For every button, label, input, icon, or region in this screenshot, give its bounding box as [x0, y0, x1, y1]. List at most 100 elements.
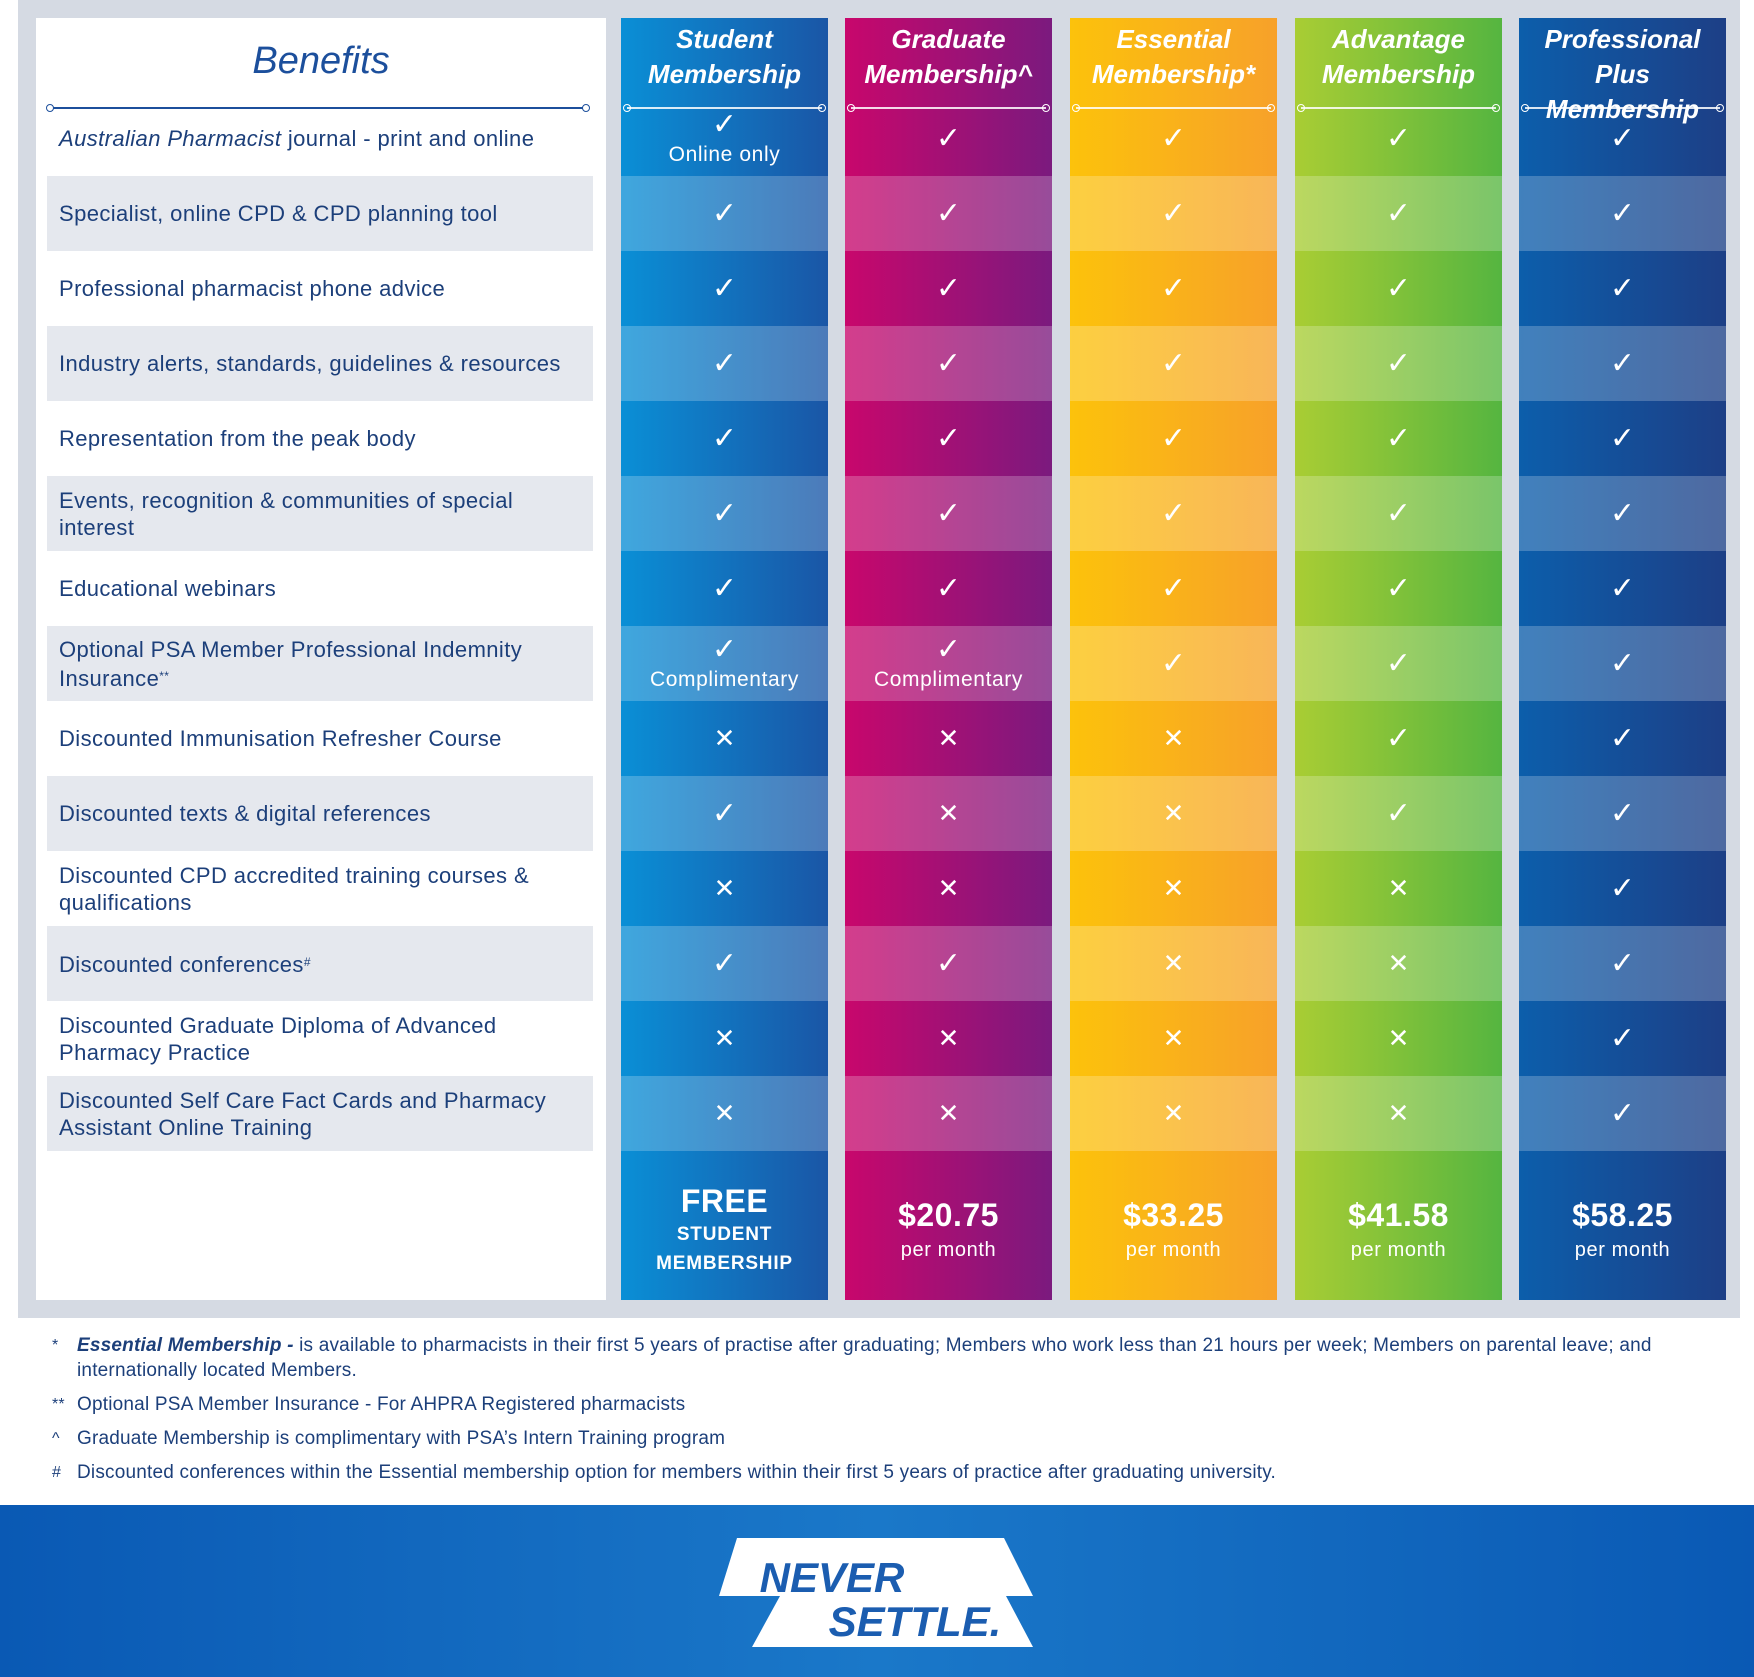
benefit-cell: ✓	[1519, 776, 1726, 851]
check-icon: ✓	[935, 570, 962, 606]
price-value: FREE	[680, 1183, 769, 1219]
check-icon: ✓	[935, 270, 962, 306]
price-value: $58.25	[1572, 1197, 1673, 1233]
benefit-cell: ✓	[1519, 251, 1726, 326]
benefit-cell: ✓	[1295, 701, 1502, 776]
cross-icon: ✕	[937, 1098, 960, 1129]
benefit-cell: ✓	[845, 176, 1052, 251]
footnote: * Essential Membership - is available to …	[52, 1333, 1672, 1383]
plan-price: $33.25 per month	[1070, 1160, 1277, 1300]
benefit-cell: ✓	[1295, 101, 1502, 176]
check-icon: ✓	[711, 345, 738, 381]
plan-price: $58.25 per month	[1519, 1160, 1726, 1300]
cross-icon: ✕	[1162, 723, 1185, 754]
benefit-cell: ✓	[1070, 401, 1277, 476]
check-icon: ✓	[711, 631, 738, 667]
benefit-cell: ✓	[1519, 551, 1726, 626]
benefit-label: Discounted CPD accredited training cours…	[59, 862, 530, 915]
benefit-row: Optional PSA Member Professional Indemni…	[47, 626, 593, 701]
plan-price: FREE STUDENT MEMBERSHIP	[621, 1160, 828, 1300]
benefit-cell: ✕	[1070, 926, 1277, 1001]
benefit-label: Australian Pharmacist journal - print an…	[59, 126, 535, 151]
benefit-cell: ✓	[621, 251, 828, 326]
check-icon: ✓	[1609, 420, 1636, 456]
cross-icon: ✕	[1162, 873, 1185, 904]
cross-icon: ✕	[1387, 1098, 1410, 1129]
check-icon: ✓	[1385, 645, 1412, 681]
benefit-cell: ✓	[845, 551, 1052, 626]
cross-icon: ✕	[1162, 798, 1185, 829]
cross-icon: ✕	[1162, 948, 1185, 979]
benefit-cell: ✕	[1070, 701, 1277, 776]
benefit-cell: ✓	[1070, 326, 1277, 401]
benefit-cell: ✕	[845, 1076, 1052, 1151]
benefit-label: Discounted Graduate Diploma of Advanced …	[59, 1012, 497, 1065]
bottom-banner: NEVER SETTLE.	[0, 1505, 1754, 1677]
benefit-label: Events, recognition & communities of spe…	[59, 487, 514, 540]
cell-note: Complimentary	[649, 667, 799, 691]
plan-name: Student Membership	[647, 24, 802, 89]
cross-icon: ✕	[937, 1023, 960, 1054]
benefit-cell: ✓	[845, 326, 1052, 401]
cross-icon: ✕	[713, 1098, 736, 1129]
check-icon: ✓	[1609, 345, 1636, 381]
benefit-cell: ✓	[1295, 776, 1502, 851]
benefit-cell: ✕	[621, 1076, 828, 1151]
footnotes: * Essential Membership - is available to …	[52, 1333, 1672, 1494]
benefit-cell: ✓	[1519, 851, 1726, 926]
check-icon: ✓	[1385, 720, 1412, 756]
benefit-cell: ✓	[621, 176, 828, 251]
check-icon: ✓	[935, 945, 962, 981]
plan-price: $41.58 per month	[1295, 1160, 1502, 1300]
benefit-label: Discounted Self Care Fact Cards and Phar…	[59, 1087, 547, 1140]
svg-text:NEVER: NEVER	[760, 1554, 905, 1601]
benefit-cell: ✕	[1295, 851, 1502, 926]
footnote-text: Optional PSA Member Insurance - For AHPR…	[77, 1394, 686, 1415]
check-icon: ✓	[935, 120, 962, 156]
check-icon: ✓	[1609, 870, 1636, 906]
benefit-cell: ✓	[621, 476, 828, 551]
benefits-heading: Benefits	[252, 40, 390, 82]
benefit-label: Industry alerts, standards, guidelines &…	[59, 351, 561, 376]
benefit-row: Australian Pharmacist journal - print an…	[47, 101, 593, 176]
check-icon: ✓	[1385, 420, 1412, 456]
footnote: # Discounted conferences within the Essen…	[52, 1460, 1672, 1485]
check-icon: ✓	[1160, 495, 1187, 531]
check-icon: ✓	[711, 420, 738, 456]
check-icon: ✓	[1609, 720, 1636, 756]
benefit-cell: ✕	[845, 1001, 1052, 1076]
price-value: $41.58	[1348, 1197, 1449, 1233]
check-icon: ✓	[711, 270, 738, 306]
benefit-cell: ✕	[845, 851, 1052, 926]
benefit-cell: ✕	[621, 1001, 828, 1076]
check-icon: ✓	[1385, 795, 1412, 831]
benefit-cell: ✕	[1070, 851, 1277, 926]
cell-note: Online only	[668, 142, 781, 166]
check-icon: ✓	[1609, 795, 1636, 831]
benefit-cell: ✓	[845, 926, 1052, 1001]
cross-icon: ✕	[1162, 1023, 1185, 1054]
benefit-cell: ✓	[1295, 326, 1502, 401]
benefit-cell: ✓	[1519, 626, 1726, 701]
plan-column: Essential Membership* ✓ ✓ ✓ ✓ ✓ ✓ ✓ ✓ ✕ ✕ ✕ ✕ ✕ ✕ $33.25…	[1070, 18, 1277, 1300]
footnote-symbol: #	[52, 1464, 62, 1481]
check-icon: ✓	[1160, 270, 1187, 306]
plan-price: $20.75 per month	[845, 1160, 1052, 1300]
benefit-cell: ✕	[1295, 926, 1502, 1001]
price-value: $20.75	[898, 1197, 999, 1233]
benefit-label: Optional PSA Member Professional Indemni…	[59, 636, 523, 691]
benefit-cell: ✓	[1519, 476, 1726, 551]
price-period: per month	[1125, 1239, 1222, 1261]
benefit-cell: ✓	[1519, 326, 1726, 401]
plan-column: Student Membership ✓ Online only ✓ ✓ ✓ ✓ ✓ ✓ ✓ Comp…	[621, 18, 828, 1300]
benefits-divider	[46, 104, 590, 112]
price-period: per month	[1350, 1239, 1447, 1261]
plan-column: Graduate Membership^ ✓ ✓ ✓ ✓ ✓ ✓ ✓ ✓ Complimentary…	[845, 18, 1052, 1300]
benefit-cell: ✓	[621, 551, 828, 626]
plan-column: Professional Plus Membership ✓ ✓ ✓ ✓ ✓ ✓ ✓ ✓ ✓ ✓ ✓ ✓ ✓…	[1519, 18, 1726, 1300]
price-value: $33.25	[1123, 1197, 1224, 1233]
benefit-row: Discounted CPD accredited training cours…	[47, 851, 593, 926]
check-icon: ✓	[1609, 1095, 1636, 1131]
price-period: per month	[900, 1239, 997, 1261]
benefit-cell: ✕	[1295, 1076, 1502, 1151]
